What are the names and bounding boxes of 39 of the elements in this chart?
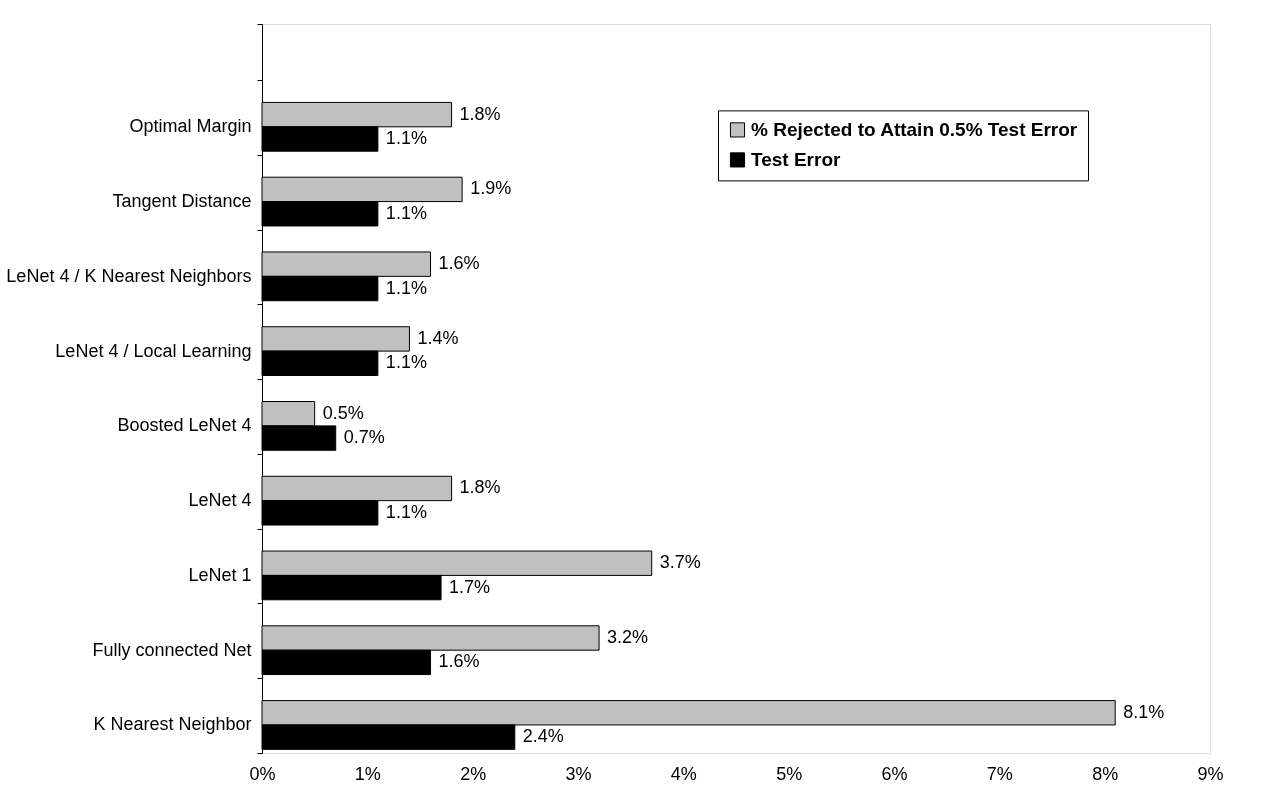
legend-label: Test Error (751, 148, 841, 170)
x-tick-label: 3% (565, 763, 592, 784)
data-label: 3.7% (659, 552, 701, 573)
data-label: 3.2% (607, 627, 649, 647)
x-tick-label: 0% (249, 763, 276, 784)
x-tick-label: 8% (1092, 763, 1119, 784)
y-tick-label: LeNet 4 (188, 490, 252, 511)
data-label: 1.1% (385, 277, 427, 298)
data-label: 1.4% (417, 327, 459, 348)
data-label: 1.6% (438, 253, 480, 274)
y-tick-label: Tangent Distance (112, 191, 252, 212)
data-label: 1.1% (385, 501, 427, 522)
x-tick-label: 5% (776, 763, 803, 784)
data-label: 1.1% (385, 352, 427, 373)
data-label: 0.5% (322, 402, 364, 423)
y-tick-label: Fully connected Net (92, 639, 252, 660)
data-label: 1.8% (459, 103, 501, 124)
data-label: 1.1% (385, 202, 427, 223)
y-tick-label: LeNet 4 / Local Learning (55, 340, 252, 361)
y-tick-label: LeNet 1 (188, 564, 252, 585)
x-tick-label: 1% (354, 763, 381, 784)
x-tick-label: 9% (1197, 763, 1224, 784)
data-label: 2.4% (522, 726, 564, 747)
x-tick-label: 6% (881, 763, 908, 784)
data-label: 0.7% (343, 427, 385, 448)
data-label: 1.7% (449, 576, 491, 597)
x-tick-label: 2% (460, 763, 487, 784)
legend-label: % Rejected to Attain 0.5% Test Error (751, 118, 1078, 140)
y-tick-label: K Nearest Neighbor (93, 714, 252, 735)
data-label: 1.6% (438, 651, 480, 672)
data-label: 1.9% (470, 178, 512, 199)
y-tick-label: Boosted LeNet 4 (117, 415, 252, 436)
x-tick-label: 7% (986, 763, 1013, 784)
x-tick-label: 4% (670, 763, 697, 784)
data-label: 1.8% (459, 477, 501, 498)
y-tick-label: LeNet 4 / K Nearest Neighbors (6, 265, 252, 286)
y-tick-label: Optimal Margin (129, 116, 252, 137)
data-label: 8.1% (1123, 701, 1165, 722)
data-label: 1.1% (385, 128, 427, 148)
